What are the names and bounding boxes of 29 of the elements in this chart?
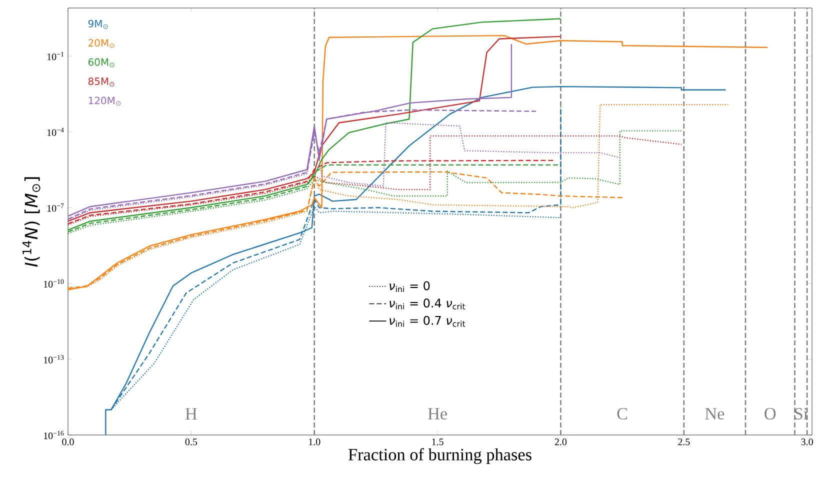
text: 9M$_{⊙}$ [88, 20, 108, 29]
annotation: ν$_{ini}$ = 0.7 ν$_{crit}$ [390, 316, 466, 327]
annotation: H [185, 408, 197, 420]
y-tick-label: 10$^{−1}$ [47, 52, 64, 60]
x-axis-title: Fraction of burning phases [348, 448, 532, 464]
y-tick-label: 10$^{−4}$ [47, 128, 64, 136]
y-tick-label: 10$^{−10}$ [44, 279, 64, 288]
y-tick-label: 10$^{−13}$ [44, 355, 64, 364]
annotation: He [428, 408, 447, 420]
x-tick-label: 3.0 [801, 438, 813, 446]
annotation: ν$_{ini}$ = 0 [390, 281, 430, 292]
annotation: Si [794, 408, 808, 420]
annotation: C [617, 408, 628, 420]
y-axis-title: I($^{14}$N) [M$_{⊙}$] [22, 177, 40, 267]
x-tick-label: 1.0 [309, 438, 320, 446]
x-tick-label: 0.0 [62, 438, 74, 446]
annotation: ν$_{ini}$ = 0.4 ν$_{crit}$ [390, 298, 466, 310]
text: 20M$_{⊙}$ [88, 39, 114, 48]
annotation: Ne [705, 408, 724, 420]
text: 120M$_{⊙}$ [88, 96, 121, 106]
text: 60M$_{⊙}$ [88, 58, 114, 68]
x-tick-label: 1.5 [432, 438, 444, 446]
y-tick-label: 10$^{−7}$ [47, 204, 64, 212]
y-tick-label: 10$^{−16}$ [44, 430, 64, 440]
x-tick-label: 2.0 [554, 438, 567, 446]
x-tick-label: 2.5 [678, 438, 690, 446]
x-tick-label: 0.5 [185, 438, 198, 446]
text: 85M$_{⊙}$ [88, 78, 114, 86]
annotation: O [764, 408, 776, 420]
